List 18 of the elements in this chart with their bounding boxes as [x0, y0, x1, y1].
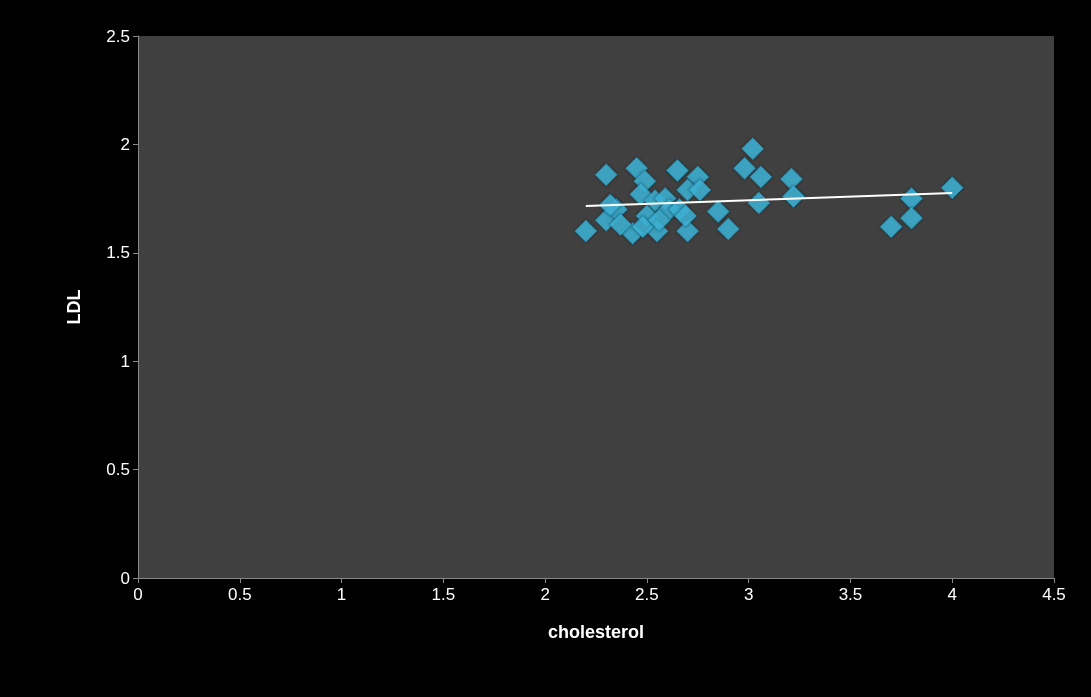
x-tick-label: 0	[133, 585, 143, 604]
x-tick-label: 4	[947, 585, 957, 604]
x-tick-label: 3	[743, 585, 754, 604]
y-tick-label: 2	[120, 134, 130, 154]
y-tick-label: 0.5	[106, 460, 130, 480]
x-axis-title: cholesterol	[547, 622, 645, 642]
x-tick-label: 3.5	[838, 585, 863, 604]
x-tick-label: 0.5	[227, 585, 252, 604]
x-tick-label: 1.5	[431, 585, 456, 604]
x-tick-label: 4.5	[1042, 585, 1066, 604]
y-tick-label: 1.5	[106, 243, 130, 263]
x-tick-label: 1	[336, 585, 347, 604]
y-tick-label: 0	[120, 568, 130, 588]
x-tick-label: 2	[540, 585, 550, 604]
y-tick-label: 2.5	[106, 26, 130, 46]
y-axis-title: LDL	[64, 289, 84, 325]
y-tick-label: 1	[120, 351, 130, 371]
x-tick-label: 2.5	[635, 585, 659, 604]
